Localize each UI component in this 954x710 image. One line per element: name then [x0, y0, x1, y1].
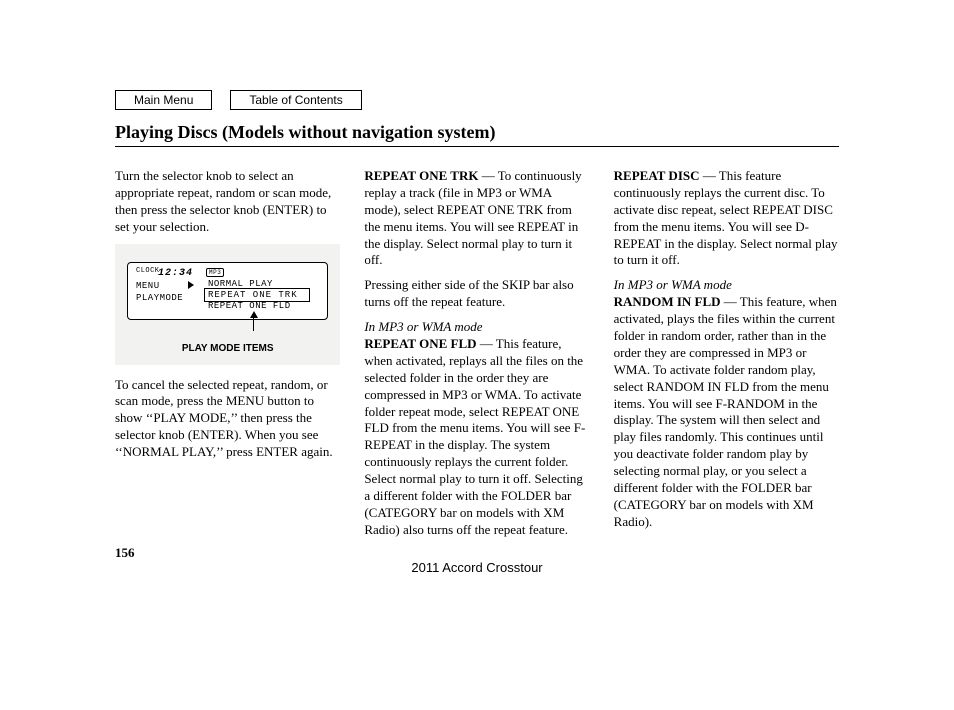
content-columns: Turn the selector knob to select an appr… [115, 168, 839, 547]
diagram-clock-label: CLOCK [136, 267, 160, 276]
column-1: Turn the selector knob to select an appr… [115, 168, 340, 547]
diagram-repeat-trk: REPEAT ONE TRK [208, 290, 298, 302]
repeat-one-trk-heading: REPEAT ONE TRK [364, 168, 478, 183]
title-rule [115, 146, 839, 147]
nav-button-row: Main Menu Table of Contents [115, 90, 362, 110]
col1-intro-text: Turn the selector knob to select an appr… [115, 168, 340, 236]
diagram-mp3-badge: MP3 [206, 268, 224, 278]
column-3: REPEAT DISC — This feature continuously … [614, 168, 839, 547]
col1-cancel-text: To cancel the selected repeat, random, o… [115, 377, 340, 461]
diagram-pointer-arrow-icon [250, 311, 258, 318]
footer-model-year: 2011 Accord Crosstour [0, 560, 954, 575]
col3-repeat-disc: REPEAT DISC — This feature continuously … [614, 168, 839, 269]
diagram-menu-label: MENU [136, 281, 160, 293]
manual-page: Main Menu Table of Contents Playing Disc… [0, 0, 954, 710]
col2-repeat-fld: In MP3 or WMA mode REPEAT ONE FLD — This… [364, 319, 589, 539]
diagram-pointer-stem [253, 317, 254, 331]
main-menu-button[interactable]: Main Menu [115, 90, 212, 110]
table-of-contents-button[interactable]: Table of Contents [230, 90, 361, 110]
col2-skip-note: Pressing either side of the SKIP bar als… [364, 277, 589, 311]
col2-repeat-trk: REPEAT ONE TRK — To continuously replay … [364, 168, 589, 269]
diagram-cursor-icon [188, 281, 194, 289]
random-in-fld-body: — This feature, when activated, plays th… [614, 294, 837, 529]
mp3-wma-subhead-2: In MP3 or WMA mode [614, 277, 732, 292]
repeat-disc-heading: REPEAT DISC [614, 168, 700, 183]
figure-caption: PLAY MODE ITEMS [127, 342, 328, 355]
column-2: REPEAT ONE TRK — To continuously replay … [364, 168, 589, 547]
repeat-one-fld-body: — This feature, when activated, replays … [364, 336, 585, 537]
mp3-wma-subhead: In MP3 or WMA mode [364, 319, 482, 334]
diagram-clock-time: 12:34 [158, 267, 193, 280]
random-in-fld-heading: RANDOM IN FLD [614, 294, 721, 309]
display-figure: CLOCK 12:34 MP3 MENU PLAYMODE NORMAL PLA… [115, 244, 340, 365]
radio-display-diagram: CLOCK 12:34 MP3 MENU PLAYMODE NORMAL PLA… [127, 262, 328, 320]
col3-random-fld: In MP3 or WMA mode RANDOM IN FLD — This … [614, 277, 839, 530]
diagram-playmode-label: PLAYMODE [136, 293, 183, 305]
page-number: 156 [115, 545, 135, 561]
repeat-one-fld-heading: REPEAT ONE FLD [364, 336, 476, 351]
page-title: Playing Discs (Models without navigation… [115, 122, 496, 143]
